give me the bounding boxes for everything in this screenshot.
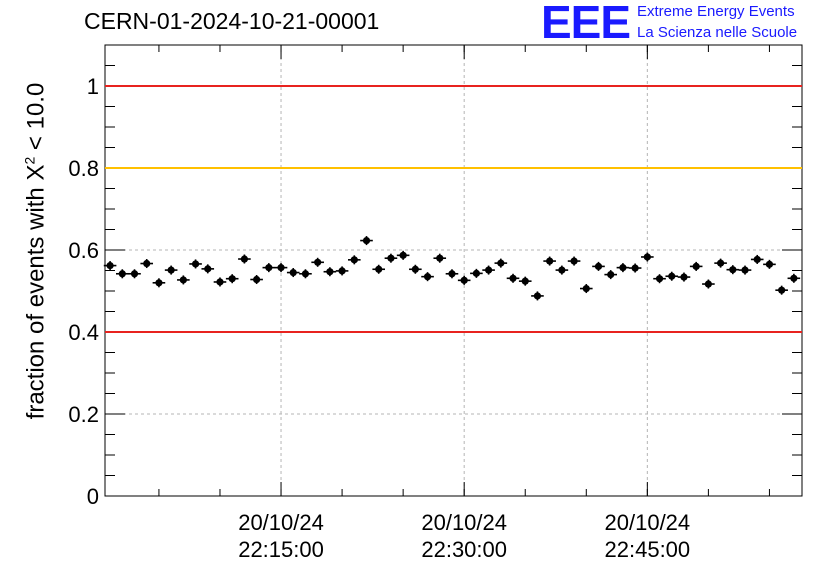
data-point [362, 236, 371, 245]
data-point [533, 292, 542, 300]
data-point [253, 275, 261, 284]
y-tick-label: 1 [87, 74, 99, 99]
data-point [521, 277, 529, 285]
data-point [570, 257, 578, 265]
logo-subtitle-line1: Extreme Energy Events [637, 3, 795, 20]
data-point [423, 273, 432, 281]
x-tick-label-date: 20/10/24 [605, 510, 691, 535]
data-point [741, 266, 749, 274]
data-point [265, 264, 273, 272]
data-point [509, 274, 517, 282]
data-point [375, 265, 383, 273]
data-point [643, 253, 651, 261]
data-point [778, 286, 786, 294]
x-tick-label-time: 22:15:00 [238, 537, 324, 562]
x-tick-label-time: 22:45:00 [605, 537, 691, 562]
data-point [607, 271, 615, 279]
data-point [204, 265, 212, 273]
data-point [191, 260, 200, 268]
data-point [655, 275, 664, 283]
data-point [546, 257, 554, 265]
x-tick-label-date: 20/10/24 [421, 510, 507, 535]
data-point [582, 284, 590, 293]
data-point [277, 264, 285, 272]
data-point [350, 256, 358, 264]
data-point [179, 276, 187, 284]
data-point [448, 270, 456, 278]
data-point [460, 276, 468, 284]
data-point [753, 255, 761, 264]
data-point [289, 268, 297, 277]
data-point [216, 278, 224, 286]
data-point [716, 259, 725, 267]
data-point [301, 270, 310, 278]
data-point [387, 254, 395, 262]
data-point [631, 264, 639, 272]
data-point [155, 279, 163, 287]
x-tick-label-time: 22:30:00 [421, 537, 507, 562]
data-point [167, 266, 175, 274]
data-point [118, 270, 126, 278]
data-point [411, 265, 419, 273]
data-point [704, 280, 712, 288]
data-point [338, 267, 346, 275]
data-point [228, 275, 236, 283]
data-point [314, 258, 322, 266]
y-tick-label: 0.2 [68, 402, 99, 427]
data-point [399, 251, 407, 259]
data-point [326, 268, 334, 276]
y-tick-label: 0.4 [68, 320, 99, 345]
y-tick-label: 0 [87, 484, 99, 509]
data-point [680, 273, 688, 281]
data-point [436, 254, 444, 262]
logo-subtitle-line2: La Scienza nelle Scuole [637, 24, 798, 41]
data-point [790, 274, 798, 282]
data-point [143, 259, 151, 268]
data-point [497, 259, 505, 267]
y-tick-label: 0.6 [68, 238, 99, 263]
data-point [472, 269, 480, 277]
x-tick-label-date: 20/10/24 [238, 510, 324, 535]
data-point [130, 270, 139, 278]
data-point [765, 260, 774, 268]
data-point [240, 255, 248, 263]
data-point [692, 262, 700, 270]
data-point [485, 266, 493, 274]
y-tick-label: 0.8 [68, 156, 99, 181]
data-point [668, 272, 676, 280]
data-point [729, 266, 737, 274]
chart-title: CERN-01-2024-10-21-00001 [84, 8, 380, 34]
data-point [558, 266, 566, 274]
data-point [619, 264, 627, 272]
eee-logo: EEE [541, 0, 631, 48]
data-point [106, 261, 114, 270]
data-point [594, 262, 603, 270]
